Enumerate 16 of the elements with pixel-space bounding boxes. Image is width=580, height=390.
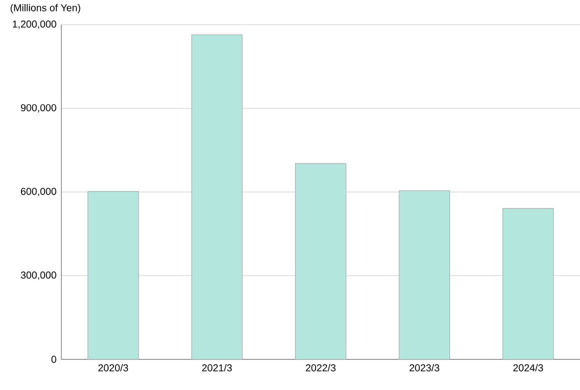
y-tick-label: 1,200,000 bbox=[12, 20, 56, 29]
bar bbox=[295, 163, 346, 360]
y-axis-title: (Millions of Yen) bbox=[10, 4, 80, 14]
y-tick-label: 900,000 bbox=[20, 104, 56, 112]
y-tick-label: 600,000 bbox=[20, 188, 56, 196]
x-tick-label: 2022/3 bbox=[306, 364, 336, 372]
x-tick-label: 2023/3 bbox=[410, 364, 440, 372]
x-tick-label: 2021/3 bbox=[202, 364, 232, 372]
x-tick-label: 2024/3 bbox=[513, 364, 543, 372]
y-tick-label: 300,000 bbox=[20, 272, 56, 280]
bar bbox=[88, 191, 139, 360]
bar bbox=[398, 190, 450, 360]
x-tick-label: 2020/3 bbox=[98, 364, 128, 372]
bar bbox=[191, 34, 243, 360]
y-tick-label: 0 bbox=[51, 356, 56, 363]
bar bbox=[502, 208, 554, 360]
